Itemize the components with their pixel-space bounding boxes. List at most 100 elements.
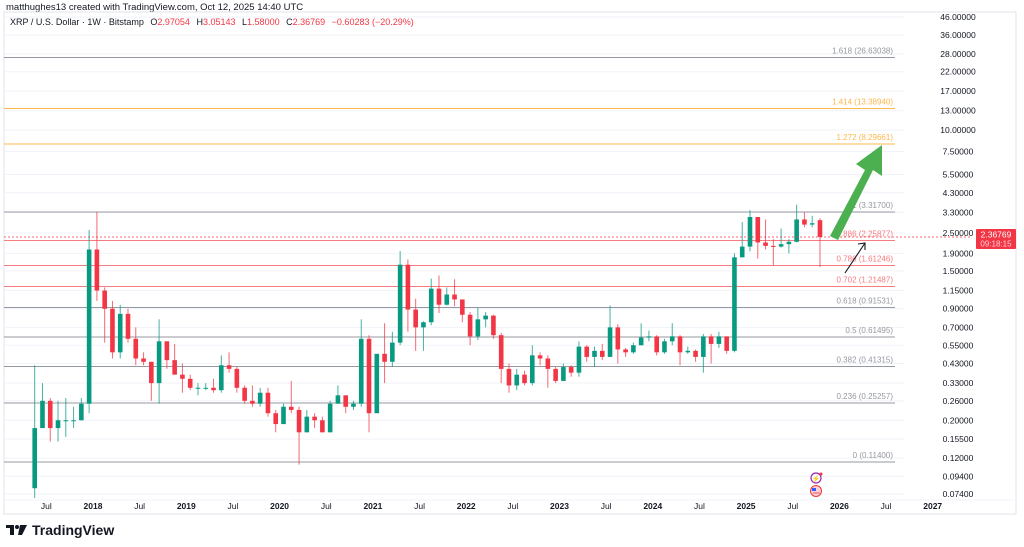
y-tick-label: 22.00000 [940,67,976,77]
candle-body [654,336,659,353]
candle-body [701,336,706,357]
open-value: 2.97054 [157,17,190,27]
candle-body [755,217,761,243]
candle-body [778,244,784,247]
candle-body [506,368,512,386]
candle-body [125,313,131,339]
x-tick-label: Jul [41,501,52,511]
candle-body [374,353,380,414]
candle-body [211,387,216,391]
candle-body [786,241,792,245]
candle-body [716,336,722,344]
x-tick-label: Jul [787,501,798,511]
attribution: matthughes13 created with TradingView.co… [6,2,304,13]
candle-body [421,322,426,328]
x-tick-label: 2027 [923,501,942,511]
y-tick-label: 0.12000 [943,453,974,463]
candle-body [584,346,590,357]
candle-body [802,219,807,225]
candle-body [467,314,473,337]
y-tick-label: 0.33000 [943,378,974,388]
green-arrow-icon [830,145,882,240]
y-tick-label: 10.00000 [940,125,976,135]
candle-body [498,335,504,369]
fib-level-label: 1.618 (26.63038) [832,47,893,56]
x-tick-label: Jul [881,501,892,511]
candle-body [47,400,53,429]
candle-body [545,358,551,369]
price-badge-countdown: 09:18:15 [980,240,1012,249]
y-tick-label: 1.15000 [943,286,974,296]
y-tick-label: 0.15500 [943,434,974,444]
candle-body [623,349,628,353]
fib-level-label: 0.886 (2.25877) [837,229,894,238]
candle-body [358,338,364,404]
candle-body [405,264,411,310]
tradingview-logo-icon [6,525,27,535]
candle-body [234,368,240,388]
y-tick-label: 13.00000 [940,106,976,116]
candle-body [281,406,286,425]
candle-body [257,392,263,404]
candle-body [483,315,488,320]
y-tick-label: 1.90000 [943,248,974,258]
candle-body [343,395,348,407]
events-icon[interactable]: ⚡ [810,472,823,484]
candle-body [327,403,333,433]
x-tick-label: Jul [134,501,145,511]
candle-body [561,367,566,381]
candle-body [172,360,177,375]
candle-body [110,308,115,353]
fib-level-label: 0.786 (1.61246) [837,254,894,263]
x-tick-label: 2018 [84,501,103,511]
x-tick-label: Jul [414,501,425,511]
candle-body [226,365,232,369]
candle-body [203,387,209,389]
candle-body [763,242,768,246]
candle-body [413,309,418,328]
y-tick-label: 3.30000 [943,207,974,217]
us-flag-icon[interactable] [810,485,822,497]
y-tick-label: 0.26000 [943,396,974,406]
x-tick-label: 2025 [737,501,756,511]
svg-text:⚡: ⚡ [812,474,821,483]
tradingview-logo-text: TradingView [32,522,115,538]
candle-body [195,387,201,389]
candle-body [265,392,271,414]
low-value: 1.58000 [247,17,280,27]
tradingview-logo[interactable]: TradingView [6,522,114,538]
candle-body [390,342,395,362]
candle-body [397,264,403,343]
fib-level-label: 0.236 (0.25257) [837,392,894,401]
price-badge: 2.36769 09:18:15 [976,229,1016,249]
x-tick-label: Jul [601,501,612,511]
candle-body [55,420,61,429]
y-tick-label: 0.09400 [943,471,974,481]
candle-body [568,367,574,373]
candle-body [615,327,621,350]
y-tick-label: 0.43000 [943,359,974,369]
candle-body [351,403,356,407]
candle-body [607,327,613,357]
close-value: 2.36769 [292,17,326,27]
candle-body [794,219,799,242]
high-label: H [196,17,203,27]
candle-body [187,378,193,388]
x-tick-label: 2020 [270,501,289,511]
candle-body [732,257,737,351]
chart-frame [3,11,1017,515]
candle-body [677,336,683,353]
candle-body [250,400,255,404]
candle-body [296,409,302,433]
candle-body [646,336,652,338]
candle-body [599,350,605,357]
candle-body [180,374,185,379]
open-label: O [150,17,158,27]
candle-body [164,341,170,361]
candle-body [86,249,92,404]
candle-body [809,223,815,225]
candle-body [460,299,465,315]
candle-body [537,355,543,359]
candle-body [693,350,698,357]
